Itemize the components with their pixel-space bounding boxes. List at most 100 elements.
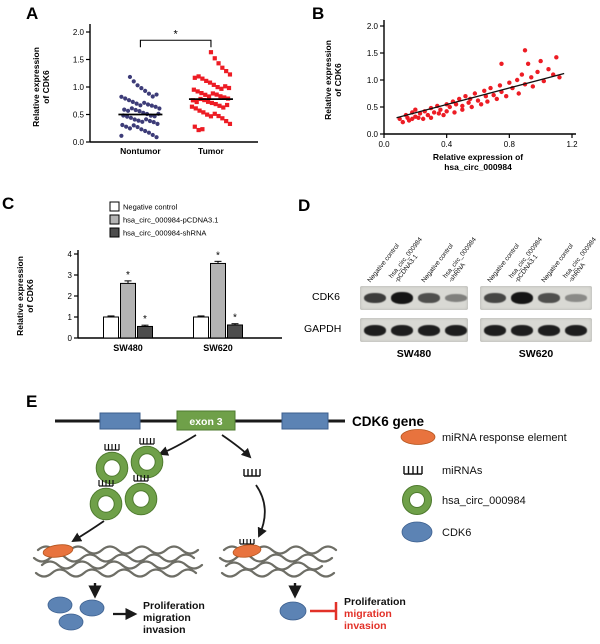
protein-band — [565, 294, 587, 302]
svg-text:1.0: 1.0 — [73, 83, 85, 92]
protein-band — [391, 324, 413, 336]
svg-text:Proliferation: Proliferation — [143, 600, 205, 612]
svg-text:hsa_circ_000984-pCDNA3.1: hsa_circ_000984-pCDNA3.1 — [123, 216, 218, 225]
svg-text:0.5: 0.5 — [367, 103, 379, 112]
cell-line-label-sw480: SW480 — [396, 348, 432, 360]
flow-arrows — [71, 434, 302, 621]
svg-text:*: * — [126, 270, 130, 281]
svg-text:Proliferation: Proliferation — [344, 596, 406, 608]
protein-band — [484, 292, 506, 304]
svg-text:*: * — [233, 313, 237, 324]
svg-text:*: * — [174, 28, 179, 40]
mirna-comb-icon — [139, 438, 155, 445]
legend-cdk6-oval-icon — [401, 521, 433, 543]
svg-text:SW620: SW620 — [203, 343, 233, 353]
circ-donut-icon — [96, 452, 128, 484]
svg-text:4: 4 — [68, 250, 73, 259]
legend-circ-label: hsa_circ_000984 — [442, 495, 526, 507]
circ-donut-icon — [125, 483, 157, 515]
svg-text:1.2: 1.2 — [566, 140, 578, 149]
legend-mre-oval-icon — [400, 429, 436, 445]
svg-text:hsa_circ_000984: hsa_circ_000984 — [444, 162, 512, 172]
svg-text:1.5: 1.5 — [73, 55, 85, 64]
legend-cdk6-label: CDK6 — [442, 527, 471, 539]
panel-label-a: A — [26, 4, 39, 23]
protein-band — [484, 324, 506, 336]
svg-text:3: 3 — [68, 271, 73, 280]
svg-text:0.4: 0.4 — [441, 140, 453, 149]
svg-text:1.0: 1.0 — [367, 76, 379, 85]
blot-row-label-gapdh: GAPDH — [304, 323, 342, 335]
blot-strip-cdk6 — [480, 286, 592, 310]
svg-text:Tumor: Tumor — [198, 146, 225, 156]
gene-exon-right-box — [281, 412, 329, 430]
panel-label-d: D — [298, 196, 311, 215]
right-outcome-text: Proliferation migration invasion — [344, 596, 406, 632]
legend-circ-donut-icon — [402, 485, 432, 515]
exon3-label: exon 3 — [189, 416, 222, 428]
svg-text:invasion: invasion — [344, 620, 387, 632]
svg-text:1: 1 — [68, 313, 73, 322]
protein-band — [565, 324, 587, 336]
mirna-comb-icon — [133, 475, 149, 482]
cdk6-oval-icon — [79, 599, 105, 617]
svg-text:0.0: 0.0 — [73, 138, 85, 147]
svg-text:0.0: 0.0 — [367, 130, 379, 139]
legend-mre-label: miRNA response element — [442, 432, 567, 444]
circ-donut-icon — [90, 488, 122, 520]
protein-band — [364, 324, 386, 336]
protein-band — [418, 293, 440, 303]
circ-donut-icon — [131, 446, 163, 478]
protein-band — [391, 292, 413, 304]
svg-text:0.0: 0.0 — [378, 140, 390, 149]
mirna-comb-icon — [98, 480, 114, 487]
blot-strip-cdk6 — [360, 286, 468, 310]
svg-text:of CDK6: of CDK6 — [25, 279, 35, 313]
svg-text:0: 0 — [68, 334, 73, 343]
svg-text:SW480: SW480 — [113, 343, 143, 353]
protein-band — [445, 324, 467, 336]
protein-band — [538, 324, 560, 336]
svg-text:Negative control: Negative control — [123, 203, 178, 212]
panel-label-e: E — [26, 392, 38, 411]
svg-text:of CDK6: of CDK6 — [41, 70, 51, 104]
free-mirna-icon — [243, 469, 261, 477]
svg-text:1.5: 1.5 — [367, 49, 379, 58]
protein-band — [511, 324, 533, 336]
panel-e-diagram: exon 3 CDK6 gene — [32, 410, 567, 636]
legend-mirna-comb-icon — [403, 466, 423, 475]
panel-d-westernblot: CDK6 GAPDH SW480 SW620 Negative control h… — [298, 198, 600, 380]
mirna-comb-icon — [104, 444, 120, 451]
panel-label-b: B — [312, 4, 325, 23]
mre-oval-right — [232, 544, 262, 558]
svg-text:Relative expression: Relative expression — [323, 40, 333, 120]
svg-text:Relative expression of: Relative expression of — [433, 152, 523, 162]
cdk6-oval-icon — [47, 596, 73, 614]
inhibition-bar — [310, 602, 338, 620]
panel-b-scatterplot: 0.0 0.5 1.0 1.5 2.0 0.0 0.4 0.8 1.2 Relative expr… — [323, 20, 578, 172]
blot-strip-gapdh — [360, 318, 468, 342]
svg-text:*: * — [143, 314, 147, 325]
panel-e-legend: miRNA response element miRNAs hsa_circ_0… — [400, 429, 567, 543]
mirna-comb-icons — [98, 438, 261, 545]
cdk6-protein-right — [279, 601, 307, 621]
svg-text:2: 2 — [68, 292, 73, 301]
svg-text:0.8: 0.8 — [504, 140, 516, 149]
blot-row-label-cdk6: CDK6 — [312, 291, 341, 303]
mre-oval-left — [42, 544, 74, 558]
svg-text:hsa_circ_000984-shRNA: hsa_circ_000984-shRNA — [123, 229, 206, 238]
svg-text:Relative expression: Relative expression — [31, 47, 41, 127]
cell-line-label-sw620: SW620 — [518, 348, 554, 360]
protein-band — [364, 292, 386, 304]
gene-name-label: CDK6 gene — [352, 414, 425, 429]
left-outcome-text: Proliferation migration invasion — [143, 600, 205, 636]
svg-text:Nontumor: Nontumor — [120, 146, 161, 156]
protein-band — [445, 293, 467, 303]
svg-text:Relative expression: Relative expression — [15, 256, 25, 336]
svg-text:of CDK6: of CDK6 — [333, 63, 343, 97]
gene-exon3-box — [176, 410, 236, 431]
panel-a-dotplot: 0.0 0.5 1.0 1.5 2.0 Relative expression of CDK… — [31, 24, 258, 156]
protein-band — [538, 293, 560, 303]
blot-strip-gapdh — [480, 318, 592, 342]
